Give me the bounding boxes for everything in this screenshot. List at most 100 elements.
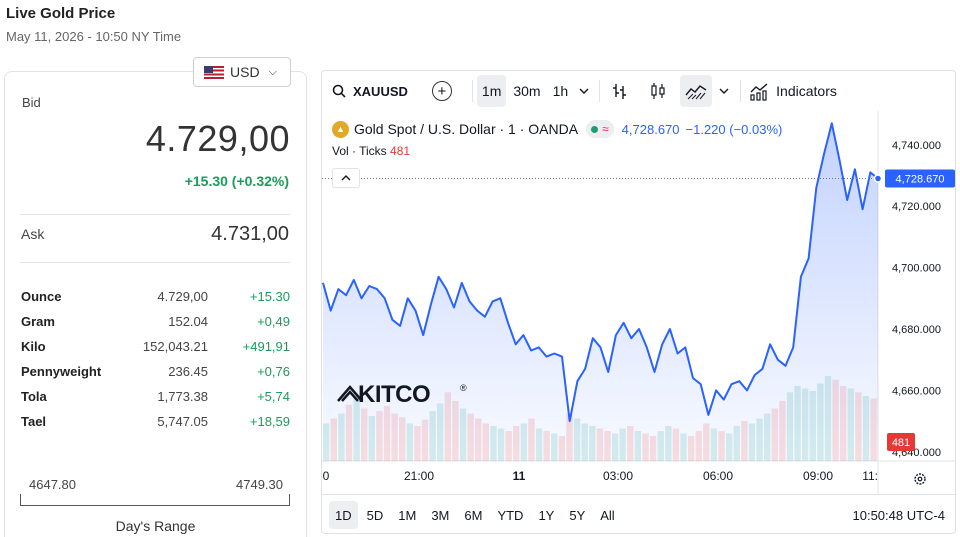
price-card [4, 71, 307, 537]
range-1m[interactable]: 1M [398, 507, 417, 523]
range-1d[interactable]: 1D [329, 501, 358, 529]
x-tick-label: 21:00 [404, 469, 434, 483]
unit-row-gram: Gram 152.04 +0,49 [20, 310, 291, 335]
volume-legend-label: Vol · Ticks [332, 144, 387, 158]
volume-legend-value: 481 [390, 144, 411, 158]
divider [20, 214, 290, 215]
price-line [322, 122, 879, 423]
unit-table: Ounce 4.729,00 +15.30 Gram 152.04 +0,49 … [20, 285, 291, 435]
area-chart-icon [685, 85, 707, 100]
symbol-label: XAUUSD [353, 83, 408, 99]
legend-change: −1.220 (−0.03%) [685, 121, 783, 137]
range-3m[interactable]: 3M [431, 507, 450, 523]
bid-value: 4.729,00 [145, 118, 290, 159]
range-bar: 1D 5D 1M 3M 6M YTD 1Y 5Y All 10:50:48 UT… [322, 494, 955, 533]
unit-change: +18,59 [249, 414, 290, 429]
unit-price: 5,747.05 [157, 414, 208, 429]
registered-mark: ® [460, 383, 467, 393]
unit-name: Tael [21, 414, 47, 429]
price-badge [885, 169, 955, 188]
indicators-icon [750, 83, 768, 101]
unit-change: +5,74 [257, 389, 290, 404]
tb-sep [740, 80, 742, 102]
ask-label: Ask [21, 226, 45, 242]
price-chart[interactable]: 4,740.000 4,720.000 4,700.000 4,680.000 4,66… [322, 111, 956, 494]
ohlc-bars-icon [613, 84, 627, 99]
unit-change: +15.30 [249, 289, 290, 304]
x-tick-label: 0 [323, 469, 330, 483]
price-badge-label: 4,728.670 [896, 174, 945, 186]
chevron-down-icon [719, 88, 729, 94]
range-6m[interactable]: 6M [464, 507, 483, 523]
market-open-icon [591, 125, 599, 133]
tb-sep [471, 80, 473, 102]
unit-name: Kilo [21, 339, 46, 354]
range-1y[interactable]: 1Y [538, 507, 555, 523]
chart-type-dropdown[interactable] [712, 75, 736, 107]
unit-change: +491,91 [242, 339, 290, 354]
chart-clock[interactable]: 10:50:48 UTC-4 [852, 507, 946, 523]
chevron-down-icon [579, 88, 589, 94]
volume-badge-label: 481 [892, 437, 910, 449]
x-tick-label: 06:00 [703, 469, 733, 483]
candles-style-button[interactable] [642, 75, 674, 107]
range-5d[interactable]: 5D [366, 507, 384, 523]
compare-symbol-button[interactable]: + [431, 81, 452, 101]
data-wave-icon: ≈ [602, 122, 609, 136]
settings-icon [914, 473, 926, 485]
page-datetime: May 11, 2026 - 10:50 NY Time [6, 29, 182, 44]
unit-price: 152,043.21 [142, 339, 208, 354]
unit-row-tael: Tael 5,747.05 +18,59 [20, 410, 291, 435]
candlestick-icon [651, 83, 665, 99]
unit-price: 4.729,00 [157, 289, 208, 304]
y-tick-label: 4,680.000 [892, 324, 941, 336]
unit-change: +0,76 [257, 364, 290, 379]
price-area [323, 123, 878, 462]
unit-name: Pennyweight [21, 364, 102, 379]
interval-dropdown[interactable] [573, 75, 595, 107]
x-tick-label: 11: [862, 469, 878, 483]
kitco-logo: KITCO [337, 381, 431, 408]
area-style-button[interactable] [680, 75, 713, 107]
range-all[interactable]: All [600, 507, 615, 523]
market-status: ≈ [586, 120, 614, 138]
day-range-label: Day's Range [115, 518, 196, 534]
chart-legend: ▲ Gold Spot / U.S. Dollar · 1 · OANDA ≈ … [332, 120, 782, 138]
gold-coin-icon: ▲ [332, 120, 349, 138]
interval-30m[interactable]: 30m [513, 83, 541, 99]
legend-price: 4,728.670 [621, 121, 680, 137]
unit-name: Tola [21, 389, 47, 404]
unit-row-pennyweight: Pennyweight 236.45 +0,76 [20, 360, 291, 385]
currency-select[interactable]: USD ⌵ [193, 57, 291, 87]
x-tick-label: 09:00 [803, 469, 833, 483]
range-ytd[interactable]: YTD [497, 507, 524, 523]
bid-change: +15.30 (+0.32%) [184, 173, 289, 189]
y-tick-label: 4,720.000 [892, 201, 941, 213]
y-tick-label: 4,660.000 [892, 385, 941, 397]
search-icon [332, 84, 346, 98]
symbol-search[interactable]: XAUUSD [332, 84, 408, 99]
x-tick-label: 11 [513, 469, 526, 483]
collapse-legend-button[interactable] [332, 168, 360, 188]
ask-value: 4.731,00 [211, 223, 289, 245]
x-tick-label: 03:00 [603, 469, 633, 483]
indicators-label: Indicators [776, 83, 837, 99]
unit-name: Gram [21, 314, 55, 329]
chevron-down-icon: ⌵ [268, 65, 277, 78]
unit-change: +0,49 [257, 314, 290, 329]
interval-1h[interactable]: 1h [552, 83, 569, 99]
bars-style-button[interactable] [604, 75, 636, 107]
chart-widget: XAUUSD + 1m 30m 1h Indicators 4,740.000 4… [321, 70, 956, 534]
y-tick-label: 4,740.000 [892, 140, 941, 152]
chevron-up-icon [341, 175, 351, 181]
divider [20, 262, 290, 263]
last-price-dot [873, 174, 883, 183]
volume-legend: Vol · Ticks 481 [332, 144, 410, 158]
unit-name: Ounce [21, 289, 62, 304]
tb-sep [599, 80, 601, 102]
interval-1m[interactable]: 1m [476, 75, 507, 107]
unit-price: 236.45 [168, 364, 208, 379]
unit-price: 152.04 [168, 314, 208, 329]
range-5y[interactable]: 5Y [569, 507, 586, 523]
indicators-button[interactable]: Indicators [749, 81, 837, 101]
